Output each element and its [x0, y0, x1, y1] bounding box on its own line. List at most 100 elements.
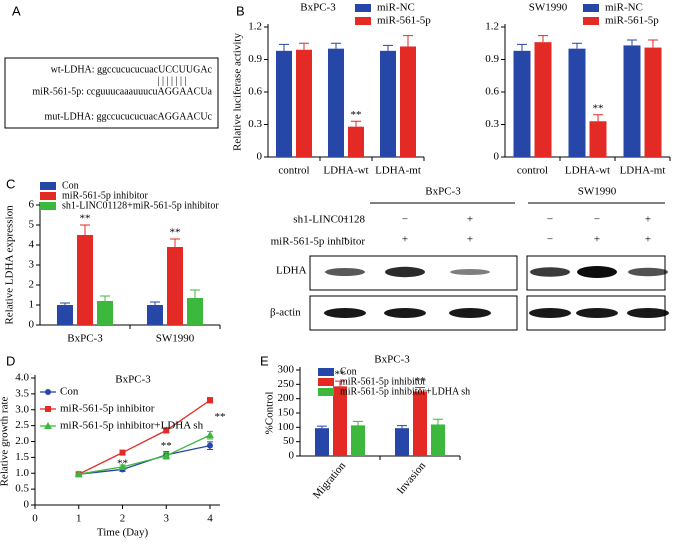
annotation: ** [415, 375, 426, 387]
error-bar [80, 224, 90, 235]
legend-label: Con [62, 180, 79, 191]
chart-title: BxPC-3 [115, 374, 151, 386]
y-axis-label: Relative growth rate [0, 396, 11, 486]
bar [328, 48, 344, 157]
sequence: wt-LDHA: ggccucucucuacUCCUUGAc [51, 64, 213, 75]
legend-swatch [40, 192, 56, 200]
band [384, 308, 426, 318]
x-tick-label: 2 [120, 513, 126, 525]
annotation: ** [80, 213, 91, 225]
legend-label: miR-NC [605, 2, 643, 14]
y-tick-label: 1.2 [485, 21, 499, 33]
error-bar [279, 43, 289, 51]
error-bar [60, 302, 70, 305]
legend-label: miR-561-5p inhibitor [340, 376, 427, 387]
y-tick-label: 5 [29, 219, 35, 231]
y-tick-label: 0.5 [15, 483, 29, 495]
bar [167, 247, 183, 325]
sequence: miR-561-5p: ccguuucaaauuucuAGGAACUa [32, 86, 212, 97]
y-tick-label: 0.6 [485, 86, 499, 98]
y-tick-label: 3.0 [15, 403, 29, 415]
legend-label: miR-561-5p inhibitor+LDHA sh [60, 420, 204, 432]
y-tick-label: 0.9 [485, 53, 499, 65]
legend-swatch [583, 4, 599, 12]
line [78, 444, 211, 475]
x-tick-label: 0 [32, 513, 38, 525]
blot-sign: − [547, 234, 553, 246]
y-tick-label: 2.5 [15, 419, 29, 431]
blot-sign: − [547, 214, 553, 226]
blot-row: miR-561-5p inhibitor [271, 236, 366, 248]
annotation: ** [161, 440, 172, 452]
y-tick-label: 1.2 [248, 21, 262, 33]
error-bar [433, 418, 443, 425]
legend-label: miR-561-5p inhibitor [62, 190, 149, 201]
y-tick-label: 0.6 [248, 86, 262, 98]
panel-letter: A [12, 3, 21, 18]
bar [57, 305, 73, 325]
blot-sign: + [467, 234, 473, 246]
bar [276, 50, 292, 158]
error-bar [331, 42, 341, 49]
error-bar [517, 43, 527, 51]
x-tick-label: LDHA-wt [565, 165, 610, 177]
y-tick-label: 2 [29, 279, 35, 291]
blot-band-label: LDHA [276, 265, 307, 277]
legend-swatch [40, 182, 56, 190]
x-tick-label: LDHA-mt [620, 165, 666, 177]
band [529, 308, 571, 318]
y-tick-label: 1 [29, 299, 35, 311]
blot-cell: SW1990 [578, 186, 617, 198]
blot-sign: + [594, 234, 600, 246]
legend-swatch [318, 388, 334, 396]
legend-label: Con [60, 386, 79, 398]
error-bar [170, 238, 180, 247]
x-tick-label: 3 [164, 513, 170, 525]
y-tick-label: 0 [29, 319, 35, 331]
x-tick-label: control [278, 165, 309, 177]
error-bar [353, 420, 363, 426]
sequence-box [4, 57, 219, 129]
bar [534, 42, 552, 157]
bar [77, 235, 93, 325]
panel-letter: B [236, 3, 245, 18]
annotation: ** [117, 457, 128, 469]
band [577, 266, 617, 278]
error-bar [648, 39, 658, 48]
band [530, 267, 570, 277]
blot-sign: + [645, 214, 651, 226]
legend-label: miR-561-5p inhibitor [60, 403, 155, 415]
y-tick-label: 4.0 [15, 372, 29, 384]
bar [296, 49, 312, 157]
bar [351, 425, 365, 456]
blot-sign: − [342, 234, 348, 246]
x-tick-label: BxPC-3 [67, 333, 103, 345]
x-tick-label: LDHA-wt [323, 165, 368, 177]
bar [380, 50, 396, 158]
x-axis-label: Time (Day) [97, 527, 149, 539]
band [450, 269, 490, 275]
chart-title: BxPC-3 [300, 2, 336, 14]
y-tick-label: 300 [278, 364, 295, 376]
x-tick-label: 1 [76, 513, 82, 525]
marker [206, 431, 214, 439]
bar [395, 428, 409, 456]
error-bar [397, 425, 407, 429]
bar [333, 386, 347, 456]
panel-letter: D [6, 353, 15, 368]
marker [118, 462, 127, 470]
marker [74, 470, 83, 478]
legend-swatch [318, 378, 334, 386]
marker [207, 397, 213, 404]
y-axis-label: Relative LDHA expression [4, 205, 16, 325]
error-bar [403, 35, 413, 47]
blot-row: sh1-LINC01128 [293, 214, 365, 226]
legend-label: miR-561-5p [605, 15, 659, 27]
marker [119, 449, 126, 456]
error-bar [150, 301, 160, 305]
blot-sign: + [467, 214, 473, 226]
marker [162, 451, 171, 459]
y-tick-label: 0 [289, 450, 295, 462]
legend-label: Con [340, 366, 357, 377]
chart-title: BxPC-3 [374, 354, 410, 366]
